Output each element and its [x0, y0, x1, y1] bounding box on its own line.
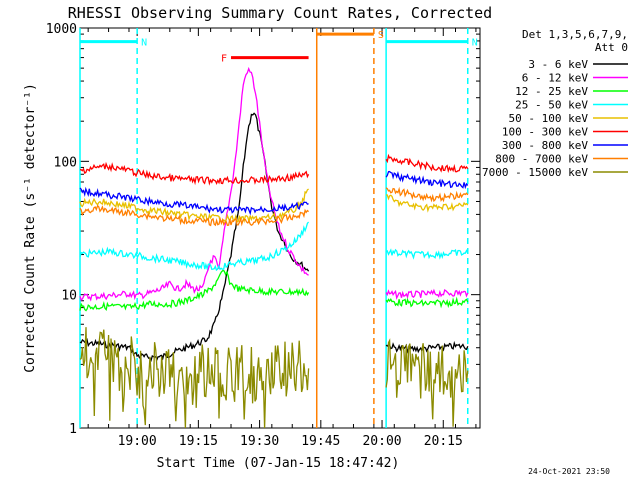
series-line-0-seg-1	[385, 340, 469, 354]
series-line-4-seg-0	[79, 188, 309, 224]
series-line-2-seg-1	[385, 296, 469, 309]
x-tick-label-4: 20:00	[362, 434, 401, 449]
legend-label-1: 6 - 12 keV	[522, 72, 589, 85]
series-line-4-seg-1	[386, 194, 469, 213]
legend-label-6: 300 - 800 keV	[502, 139, 588, 152]
legend-label-2: 12 - 25 keV	[515, 85, 588, 98]
legend-label-5: 100 - 300 keV	[502, 126, 588, 139]
annotation-label-2: S	[378, 30, 384, 41]
legend-label-4: 50 - 100 keV	[509, 112, 589, 125]
legend-header-line-1: Det 1,3,5,6,7,9,	[522, 28, 628, 41]
x-tick-label-0: 19:00	[118, 434, 157, 449]
series-line-6-seg-0	[79, 186, 309, 216]
legend-label-7: 800 - 7000 keV	[495, 153, 588, 166]
series-line-6-seg-1	[385, 170, 469, 190]
x-tick-label-1: 19:15	[179, 434, 218, 449]
annotation-label-3: F	[221, 54, 227, 65]
x-tick-label-2: 19:30	[240, 434, 279, 449]
annotation-label-1: N	[472, 38, 478, 49]
x-tick-label-5: 20:15	[424, 434, 463, 449]
series-line-7-seg-1	[385, 186, 469, 203]
legend-label-0: 3 - 6 keV	[528, 58, 588, 71]
series-line-7-seg-0	[79, 204, 310, 227]
series-line-3-seg-0	[79, 221, 310, 272]
series-line-1-seg-0	[79, 66, 309, 302]
annotation-label-0: N	[141, 38, 147, 49]
series-line-2-seg-0	[79, 269, 310, 312]
series-line-5-seg-1	[385, 153, 469, 174]
legend-label-3: 25 - 50 keV	[515, 99, 588, 112]
series-line-8-seg-0	[79, 327, 310, 429]
series-line-1-seg-1	[385, 288, 469, 300]
chart-title: RHESSI Observing Summary Count Rates, Co…	[68, 4, 492, 22]
plot-area: 19:00 19:15 19:30 19:45 20:00 20:15 1 10 100 1000…	[46, 22, 628, 449]
legend-header-line-2: Att 0	[595, 41, 628, 54]
series-line-8-seg-1	[385, 338, 469, 427]
series-line-3-seg-1	[385, 248, 469, 260]
x-tick-label-3: 19:45	[301, 434, 340, 449]
date-stamp: 24-Oct-2021 23:50	[528, 467, 610, 476]
series-line-0-seg-0	[79, 112, 310, 362]
y-tick-label-2: 100	[54, 155, 77, 170]
series-line-5-seg-0	[79, 161, 310, 186]
y-tick-label-3: 1000	[46, 22, 77, 37]
legend-label-8: 7000 - 15000 keV	[482, 166, 588, 179]
y-axis-label: Corrected Count Rate (s⁻¹ detector⁻¹)	[23, 83, 38, 373]
y-tick-label-1: 10	[61, 289, 77, 304]
x-axis-label: Start Time (07-Jan-15 18:47:42)	[157, 456, 400, 471]
y-tick-label-0: 1	[69, 422, 77, 437]
